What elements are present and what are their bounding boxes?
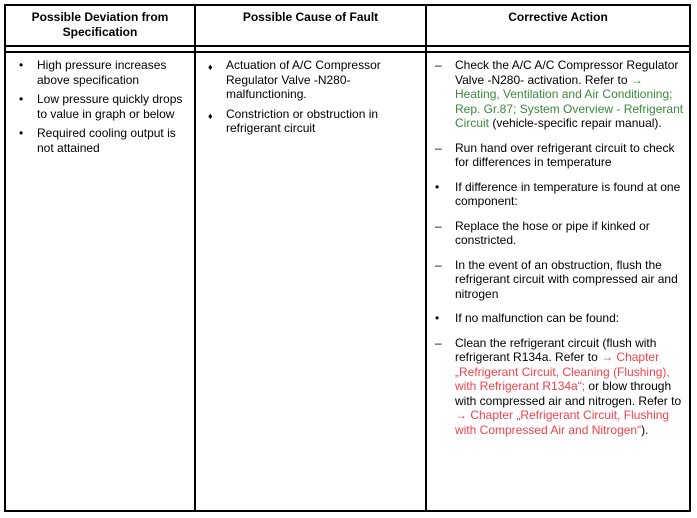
deviation-list-cell: • High pressure increases above specifica… — [6, 51, 196, 510]
text-segment: If no malfunction can be found: — [455, 311, 620, 325]
deviation-item: • Low pressure quickly drops to value in … — [19, 92, 189, 121]
text-segment: In the event of an obstruction, flush th… — [455, 257, 678, 301]
text-segment: Constriction or obstruction in refrigera… — [226, 106, 379, 136]
reference-link[interactable]: → Chapter „Refrigerant Circuit, Flushing… — [455, 408, 670, 437]
bullet-marker: • — [435, 311, 440, 325]
text-segment: Actuation of A/C Compressor Regulator Va… — [226, 58, 381, 101]
text-segment: Clean the refrigerant circuit (flush wit… — [455, 335, 657, 365]
text-segment: or blow through with compressed air and … — [455, 379, 682, 408]
deviation-item: • Required cooling output is not attained — [19, 126, 189, 155]
corrective-item: • If difference in temperature is found a… — [435, 180, 684, 209]
item-text: Run hand over refrigerant circuit to che… — [455, 141, 684, 170]
corrective-list-cell: – Check the A/C A/C Compressor Regulator … — [427, 51, 689, 510]
text-segment: Check the A/C A/C Compressor Regulator V… — [455, 58, 679, 87]
diamond-bullet-marker: ♦ — [208, 110, 213, 121]
text-segment: (vehicle-specific repair manual). — [489, 116, 662, 130]
bullet-marker: • — [435, 179, 440, 194]
dash-marker: – — [435, 58, 442, 72]
dash-marker: – — [435, 257, 442, 272]
corrective-item: – Check the A/C A/C Compressor Regulator … — [435, 58, 684, 131]
text-segment: High pressure increases above specificat… — [37, 58, 167, 87]
column-header-deviation: Possible Deviation from Specification — [6, 6, 196, 47]
column-header-corrective: Corrective Action — [427, 6, 689, 47]
bullet-marker: • — [19, 92, 24, 106]
reference-link[interactable]: → Chapter „Refrigerant Circuit, Cleaning… — [455, 350, 670, 393]
dash-marker: – — [435, 218, 442, 233]
item-text: If no malfunction can be found: — [455, 311, 684, 326]
item-text: Required cooling output is not attained — [37, 126, 189, 155]
corrective-item: – In the event of an obstruction, flush t… — [435, 258, 684, 302]
bullet-marker: • — [19, 126, 24, 140]
item-text: Replace the hose or pipe if kinked or co… — [455, 219, 684, 248]
cause-item: ♦ Actuation of A/C Compressor Regulator V… — [208, 58, 420, 102]
text-segment: If difference in temperature is found at… — [455, 179, 681, 209]
deviation-item: • High pressure increases above specifica… — [19, 58, 189, 87]
item-text: If difference in temperature is found at… — [455, 180, 684, 209]
bullet-marker: • — [19, 58, 24, 72]
corrective-item: • If no malfunction can be found: — [435, 311, 684, 326]
header-separator — [6, 47, 196, 51]
text-segment: Replace the hose or pipe if kinked or co… — [455, 218, 650, 248]
diamond-bullet-marker: ♦ — [208, 62, 213, 72]
corrective-item: – Clean the refrigerant circuit (flush wi… — [435, 336, 684, 438]
dash-marker: – — [435, 335, 442, 350]
item-text: Clean the refrigerant circuit (flush wit… — [455, 336, 684, 438]
header-separator — [196, 47, 427, 51]
text-segment: Run hand over refrigerant circuit to che… — [455, 140, 675, 170]
cause-item: ♦ Constriction or obstruction in refriger… — [208, 107, 420, 136]
item-text: In the event of an obstruction, flush th… — [455, 258, 684, 302]
text-segment: Low pressure quickly drops to value in g… — [37, 92, 183, 121]
item-text: Check the A/C A/C Compressor Regulator V… — [455, 58, 684, 131]
item-text: Constriction or obstruction in refrigera… — [226, 107, 420, 136]
dash-marker: – — [435, 140, 442, 155]
item-text: High pressure increases above specificat… — [37, 58, 189, 87]
corrective-item: – Run hand over refrigerant circuit to ch… — [435, 141, 684, 170]
item-text: Low pressure quickly drops to value in g… — [37, 92, 189, 121]
reference-link[interactable]: → Heating, Ventilation and Air Condition… — [455, 72, 684, 131]
corrective-item: – Replace the hose or pipe if kinked or c… — [435, 219, 684, 248]
text-segment: ). — [641, 422, 649, 437]
text-segment: Required cooling output is not attained — [37, 126, 176, 155]
cause-list-cell: ♦ Actuation of A/C Compressor Regulator V… — [196, 51, 427, 510]
item-text: Actuation of A/C Compressor Regulator Va… — [226, 58, 420, 102]
diagnostic-table: Possible Deviation from Specification Po… — [4, 4, 691, 512]
column-header-cause: Possible Cause of Fault — [196, 6, 427, 47]
